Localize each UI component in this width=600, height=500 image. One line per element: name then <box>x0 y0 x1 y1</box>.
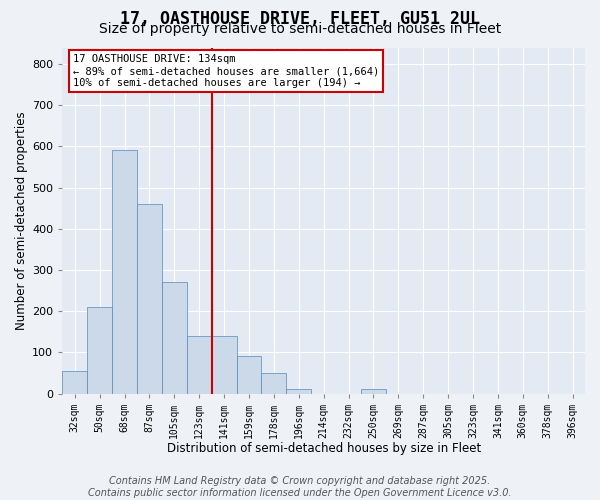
X-axis label: Distribution of semi-detached houses by size in Fleet: Distribution of semi-detached houses by … <box>167 442 481 455</box>
Bar <box>236 356 262 394</box>
Bar <box>361 390 386 394</box>
Bar <box>162 282 187 394</box>
Bar <box>62 371 87 394</box>
Bar <box>187 336 212 394</box>
Bar <box>212 336 236 394</box>
Text: 17, OASTHOUSE DRIVE, FLEET, GU51 2UL: 17, OASTHOUSE DRIVE, FLEET, GU51 2UL <box>120 10 480 28</box>
Text: Contains HM Land Registry data © Crown copyright and database right 2025.
Contai: Contains HM Land Registry data © Crown c… <box>88 476 512 498</box>
Text: Size of property relative to semi-detached houses in Fleet: Size of property relative to semi-detach… <box>99 22 501 36</box>
Bar <box>137 204 162 394</box>
Bar <box>112 150 137 394</box>
Bar <box>262 373 286 394</box>
Bar <box>286 390 311 394</box>
Text: 17 OASTHOUSE DRIVE: 134sqm
← 89% of semi-detached houses are smaller (1,664)
10%: 17 OASTHOUSE DRIVE: 134sqm ← 89% of semi… <box>73 54 379 88</box>
Bar <box>87 307 112 394</box>
Y-axis label: Number of semi-detached properties: Number of semi-detached properties <box>15 111 28 330</box>
